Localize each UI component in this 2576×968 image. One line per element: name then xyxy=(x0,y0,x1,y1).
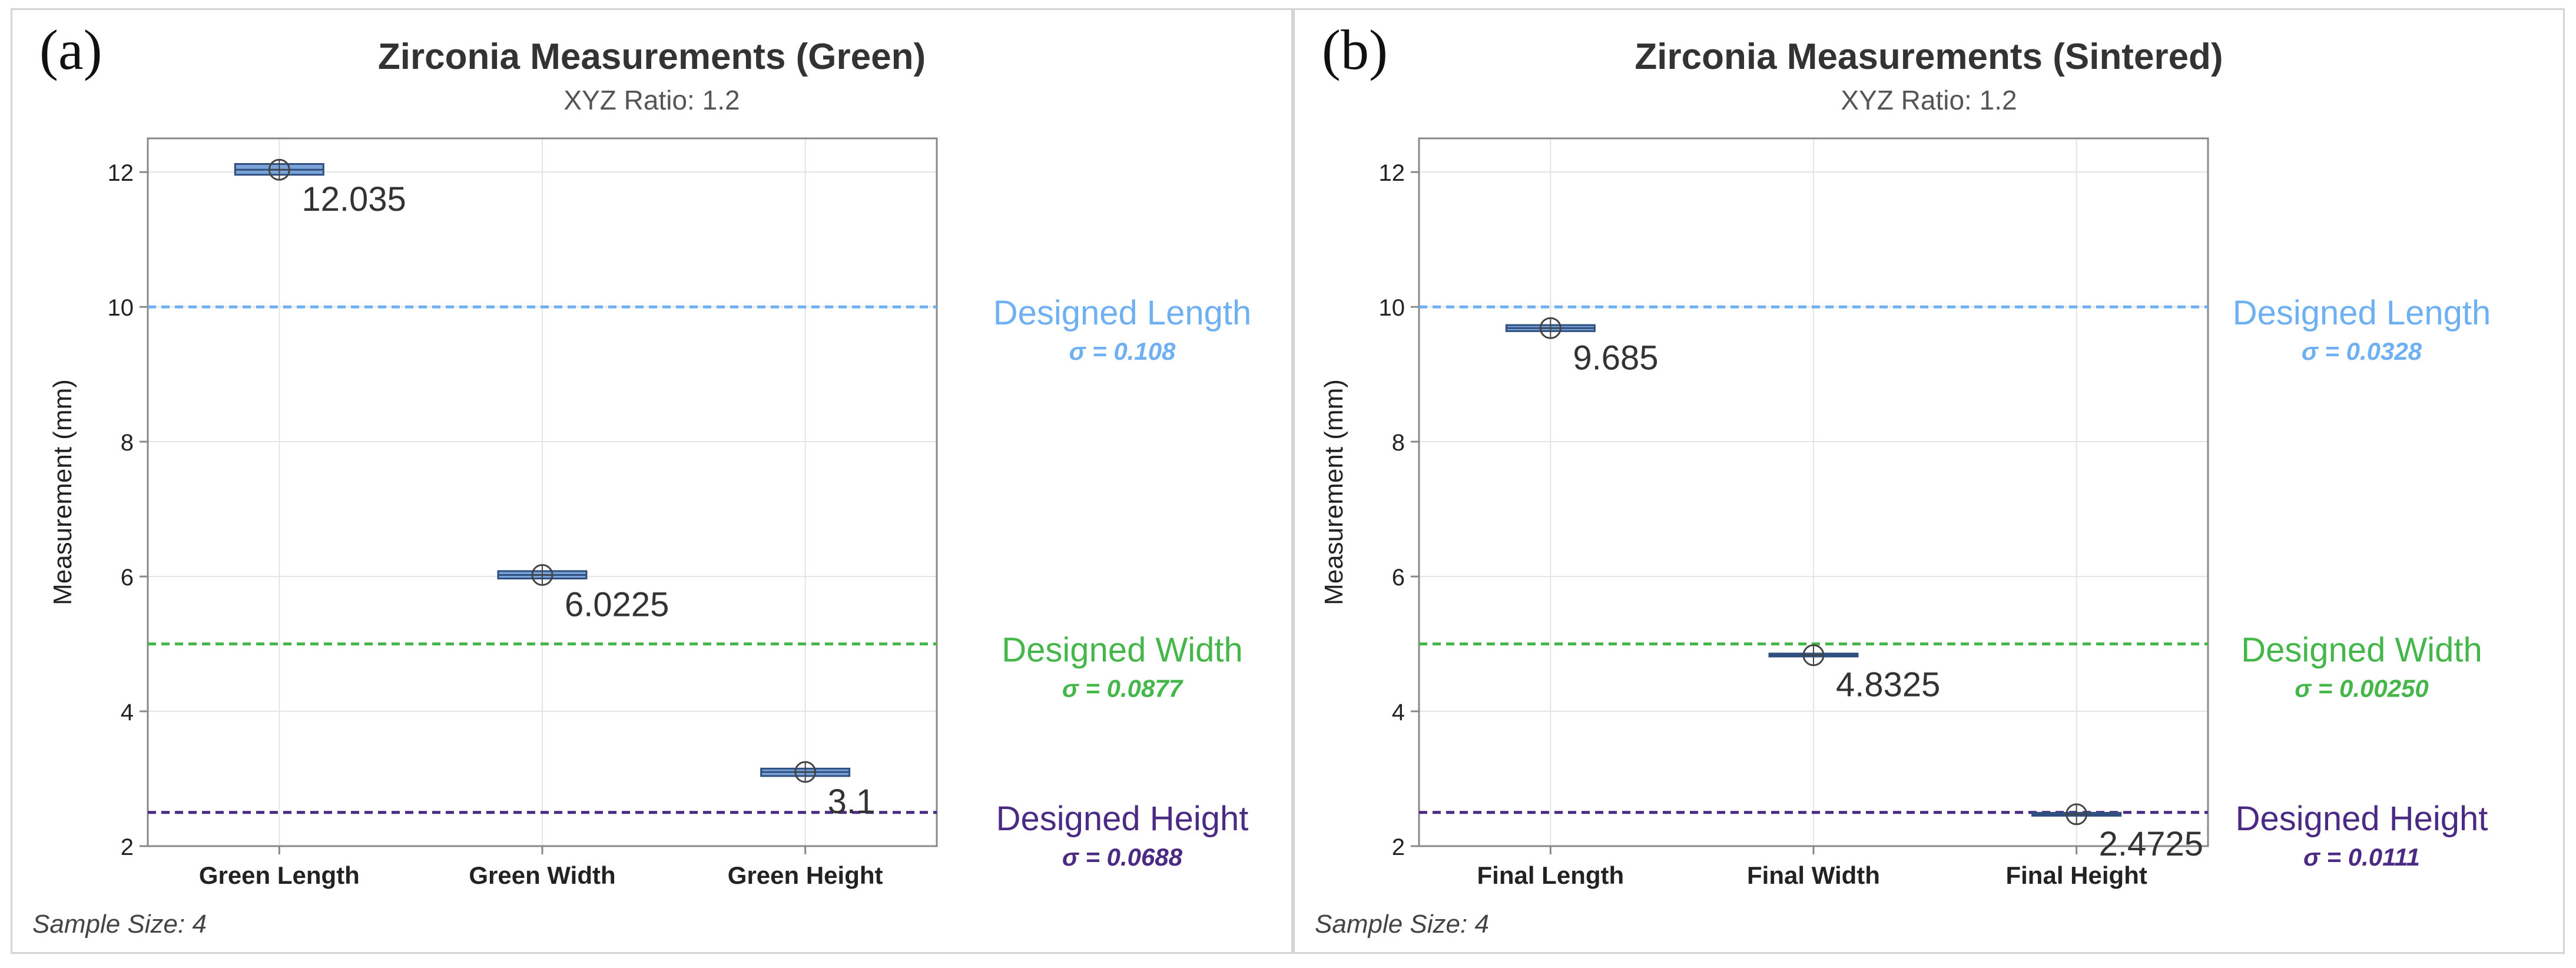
sample-size-note: Sample Size: 4 xyxy=(32,910,207,939)
chart-plot-green: 2 4 6 8 10 12 Measurement (mm) Green Length Gree… xyxy=(48,137,1252,889)
panel-a: (a) Zirconia Measurements (Green) XYZ Ra… xyxy=(11,8,1293,954)
value-label: 9.685 xyxy=(1573,339,1658,377)
reference-line-label: Designed Width xyxy=(2241,631,2482,669)
y-tick-label: 2 xyxy=(1392,834,1405,860)
reference-line-label: Designed Height xyxy=(996,800,1249,838)
panel-label: (a) xyxy=(39,18,102,81)
y-tick-label: 12 xyxy=(108,160,134,186)
panel-label: (b) xyxy=(1322,18,1388,81)
y-tick-label: 4 xyxy=(121,700,134,725)
y-tick-label: 8 xyxy=(1392,430,1405,456)
reference-sigma-label: σ = 0.108 xyxy=(1069,337,1176,365)
value-label: 2.4725 xyxy=(2099,825,2203,863)
reference-sigma-label: σ = 0.0328 xyxy=(2302,337,2422,365)
chart-title: Zirconia Measurements (Green) xyxy=(377,37,926,77)
x-tick-label: Green Length xyxy=(199,861,360,889)
reference-sigma-label: σ = 0.0111 xyxy=(2303,843,2420,871)
value-label: 3.1 xyxy=(828,783,876,821)
x-tick-label: Green Width xyxy=(469,861,615,889)
chart-subtitle: XYZ Ratio: 1.2 xyxy=(563,85,740,115)
y-axis-label: Measurement (mm) xyxy=(48,379,77,605)
x-tick-label: Green Height xyxy=(728,861,883,889)
reference-line-label: Designed Width xyxy=(1002,631,1242,669)
y-tick-label: 6 xyxy=(121,565,134,591)
y-tick-label: 2 xyxy=(121,834,134,860)
value-label: 12.035 xyxy=(301,180,406,218)
y-tick-label: 10 xyxy=(108,295,134,321)
chart-title: Zirconia Measurements (Sintered) xyxy=(1635,37,2223,77)
reference-line-label: Designed Length xyxy=(993,294,1252,332)
reference-sigma-label: σ = 0.0877 xyxy=(1062,675,1183,702)
y-tick-label: 12 xyxy=(1379,160,1405,186)
value-label: 6.0225 xyxy=(565,586,669,624)
y-axis-label: Measurement (mm) xyxy=(1320,379,1348,605)
chart-plot-sintered: 2 4 6 8 10 12 Measurement (mm) Final Length Fina… xyxy=(1320,137,2491,889)
value-label: 4.8325 xyxy=(1836,666,1940,704)
reference-sigma-label: σ = 0.00250 xyxy=(2295,675,2429,702)
x-tick-label: Final Width xyxy=(1747,861,1880,889)
reference-sigma-label: σ = 0.0688 xyxy=(1062,843,1183,871)
chart-subtitle: XYZ Ratio: 1.2 xyxy=(1841,85,2017,115)
x-tick-label: Final Height xyxy=(2005,861,2147,889)
y-tick-label: 8 xyxy=(121,430,134,456)
sample-size-note: Sample Size: 4 xyxy=(1315,910,1489,939)
y-tick-label: 10 xyxy=(1379,295,1405,321)
reference-line-label: Designed Height xyxy=(2236,800,2488,838)
reference-line-label: Designed Length xyxy=(2233,294,2491,332)
y-tick-label: 4 xyxy=(1392,700,1405,725)
x-tick-label: Final Length xyxy=(1477,861,1624,889)
panel-b: (b) Zirconia Measurements (Sintered) XYZ… xyxy=(1293,8,2565,954)
y-tick-label: 6 xyxy=(1392,565,1405,591)
